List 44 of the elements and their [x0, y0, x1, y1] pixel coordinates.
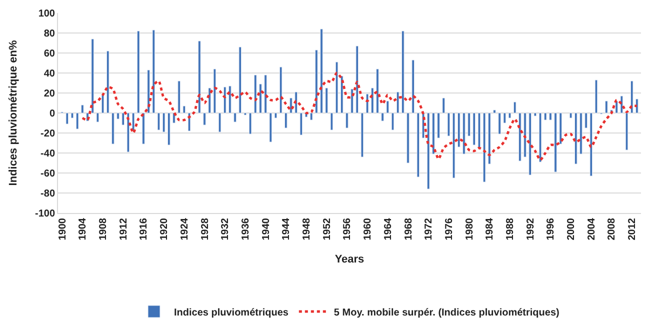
x-tick-label: 1988	[505, 218, 516, 240]
y-tick-label: -40	[40, 148, 56, 160]
legend-label: Indices pluviométriques	[174, 307, 289, 318]
x-tick-label: 1964	[382, 218, 394, 240]
x-tick-label: 1996	[546, 218, 557, 240]
x-tick-label: 1924	[179, 218, 190, 240]
x-tick-label: 2004	[586, 218, 598, 240]
x-tick-label: 1908	[98, 218, 110, 240]
x-tick-label: 1900	[57, 218, 68, 240]
x-tick-label: 1912	[118, 218, 130, 240]
legend-label: 5 Moy. mobile surpér. (Indices pluviométriques)	[334, 307, 560, 318]
x-tick-label: 1956	[342, 218, 354, 240]
y-tick-label: -100	[34, 208, 56, 220]
x-tick-label: 1952	[322, 218, 333, 240]
x-tick-label: 1980	[464, 218, 476, 240]
x-tick-label: 2008	[606, 218, 618, 240]
x-tick-label: 1960	[362, 218, 374, 240]
y-tick-label: 20	[44, 88, 56, 100]
x-axis-title: Years	[334, 253, 364, 266]
x-tick-label: 1968	[403, 218, 414, 240]
x-tick-label: 1948	[302, 218, 313, 240]
x-tick-label: 1940	[260, 218, 272, 240]
x-tick-label: 1932	[220, 218, 232, 240]
x-tick-label: 1928	[200, 218, 211, 240]
y-axis-title: Indices pluviométrique en%	[8, 40, 20, 186]
x-tick-label: 1904	[78, 218, 89, 240]
y-tick-label: 80	[44, 28, 56, 40]
y-tick-label: -80	[40, 188, 56, 200]
x-tick-label: 1920	[159, 218, 170, 240]
x-tick-label: 1992	[525, 218, 536, 240]
x-tick-label: 1972	[424, 218, 435, 240]
x-tick-label: 2000	[566, 218, 578, 240]
y-tick-label: 40	[44, 68, 56, 80]
y-tick-label: 100	[38, 8, 56, 20]
x-tick-label: 2012	[627, 218, 638, 240]
x-tick-label: 1984	[484, 218, 496, 240]
y-tick-label: -20	[40, 128, 56, 140]
y-tick-label: 0	[49, 108, 56, 120]
x-tick-label: 1916	[138, 218, 150, 240]
x-tick-label: 1976	[444, 218, 455, 240]
x-tick-label: 1936	[240, 218, 252, 240]
y-tick-label: 60	[44, 48, 56, 60]
y-tick-label: -60	[40, 168, 56, 180]
x-tick-label: 1944	[281, 218, 292, 240]
